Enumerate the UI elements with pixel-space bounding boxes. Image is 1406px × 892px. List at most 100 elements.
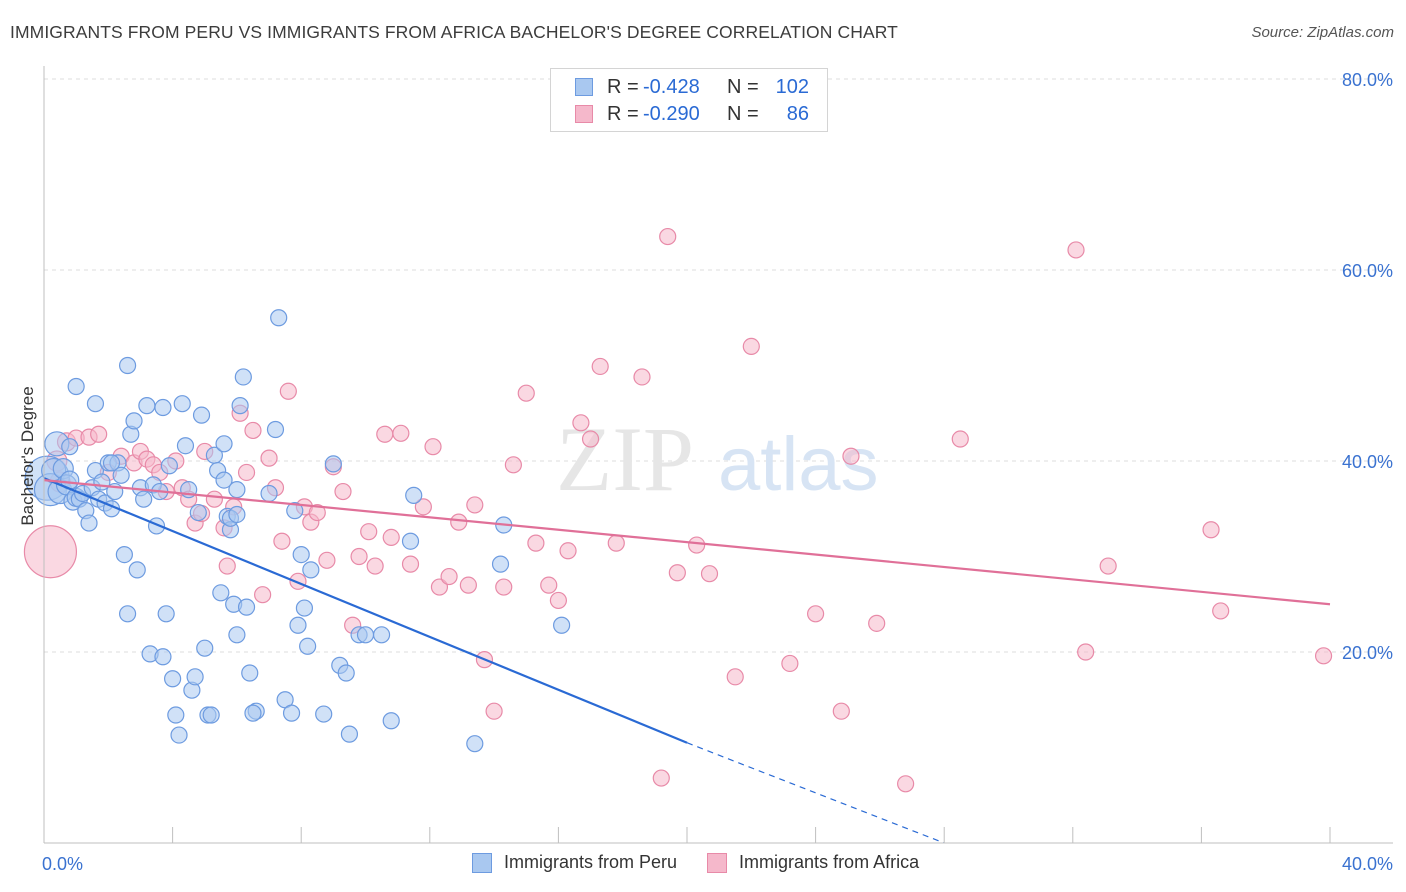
peru-point	[299, 637, 317, 655]
peru-point	[295, 599, 314, 617]
peru-point	[154, 398, 172, 417]
africa-point	[806, 605, 825, 623]
peru-point	[80, 514, 98, 532]
y-axis-label: Bachelor's Degree	[18, 386, 37, 525]
peru-point	[405, 486, 423, 504]
africa-point	[450, 513, 468, 531]
peru-point	[231, 397, 249, 415]
bottom-legend-peru: Immigrants from Peru	[472, 852, 677, 873]
africa-point	[842, 447, 860, 465]
peru-point	[340, 725, 359, 743]
africa-point	[318, 551, 336, 569]
africa-point	[559, 542, 577, 560]
gridlines	[44, 78, 1393, 653]
peru-point	[67, 377, 85, 396]
peru-point	[61, 438, 79, 456]
africa-point	[659, 227, 677, 246]
peru-point	[228, 626, 246, 644]
africa-point	[485, 702, 503, 720]
africa-point	[781, 654, 799, 673]
africa-point	[366, 557, 384, 575]
legend-r-value: -0.428	[643, 75, 700, 98]
africa-point	[540, 576, 558, 594]
bottom-legend-africa: Immigrants from Africa	[707, 852, 919, 873]
africa-point	[308, 503, 326, 522]
africa-point	[360, 523, 378, 541]
x-tick-label: 0.0%	[42, 854, 83, 874]
peru-point	[292, 545, 310, 564]
africa-point	[205, 490, 223, 508]
peru-point	[176, 437, 195, 455]
peru-point	[234, 368, 252, 386]
legend-row-peru: R = -0.428 N = 102	[575, 75, 809, 99]
peru-point	[138, 397, 156, 415]
africa-point	[742, 337, 760, 355]
peru-point	[315, 705, 333, 723]
peru-point	[356, 626, 375, 644]
africa-point	[1077, 643, 1095, 661]
peru-point	[244, 704, 262, 722]
legend-n-label: N =	[727, 102, 759, 125]
africa-point	[700, 565, 719, 583]
peru-point	[228, 505, 246, 524]
peru-point	[118, 605, 137, 623]
africa-point	[260, 449, 278, 467]
africa-point	[430, 578, 449, 596]
africa-point	[581, 430, 600, 448]
africa-point	[350, 547, 368, 566]
peru-point	[118, 356, 137, 375]
africa-point	[951, 430, 969, 448]
africa-point	[607, 534, 625, 552]
peru-point	[372, 626, 391, 644]
peru-point	[157, 605, 175, 623]
africa-point	[273, 532, 291, 550]
legend-swatch-peru	[575, 78, 593, 96]
peru-point	[102, 454, 121, 472]
africa-point	[376, 425, 394, 443]
peru-point	[164, 670, 182, 688]
bottom-label-africa: Immigrants from Africa	[739, 852, 920, 872]
peru-trend-line	[43, 477, 688, 744]
peru-point	[337, 664, 355, 682]
africa-point	[254, 586, 272, 604]
peru-point	[491, 555, 510, 573]
africa-point	[424, 438, 442, 456]
africa-point	[726, 668, 744, 686]
africa-point	[440, 567, 458, 586]
peru-point	[228, 481, 246, 499]
peru-point	[260, 484, 278, 503]
source-label: Source: ZipAtlas.com	[1251, 24, 1394, 41]
y-tick-label: 20.0%	[1342, 643, 1393, 663]
x-tick-label: 40.0%	[1342, 854, 1393, 874]
peru-point	[401, 532, 420, 550]
africa-point	[495, 578, 513, 596]
peru-point	[160, 457, 178, 475]
peru-point	[302, 561, 320, 579]
africa-point	[1099, 557, 1117, 575]
peru-points	[24, 309, 571, 753]
africa-point	[688, 536, 706, 554]
peru-point	[135, 490, 153, 508]
africa-points	[23, 227, 1333, 793]
africa-point	[668, 564, 686, 582]
peru-point	[382, 712, 400, 730]
africa-point	[218, 557, 236, 575]
peru-point	[553, 616, 571, 634]
peru-point	[289, 616, 307, 634]
africa-point	[459, 576, 477, 594]
africa-point	[1314, 647, 1333, 665]
peru-point	[237, 598, 256, 616]
y-tick-label: 80.0%	[1342, 70, 1393, 90]
bottom-label-peru: Immigrants from Peru	[504, 852, 678, 872]
peru-point	[270, 309, 288, 327]
africa-point	[392, 424, 410, 442]
axes: 20.0% 40.0% 60.0% 80.0% 0.0% 40.0%	[42, 66, 1393, 874]
africa-point	[279, 382, 297, 400]
africa-point	[334, 482, 352, 501]
africa-point	[549, 591, 568, 610]
peru-point	[189, 503, 207, 522]
africa-point	[1067, 241, 1085, 259]
africa-point	[237, 463, 256, 482]
bottom-swatch-peru	[472, 852, 492, 873]
